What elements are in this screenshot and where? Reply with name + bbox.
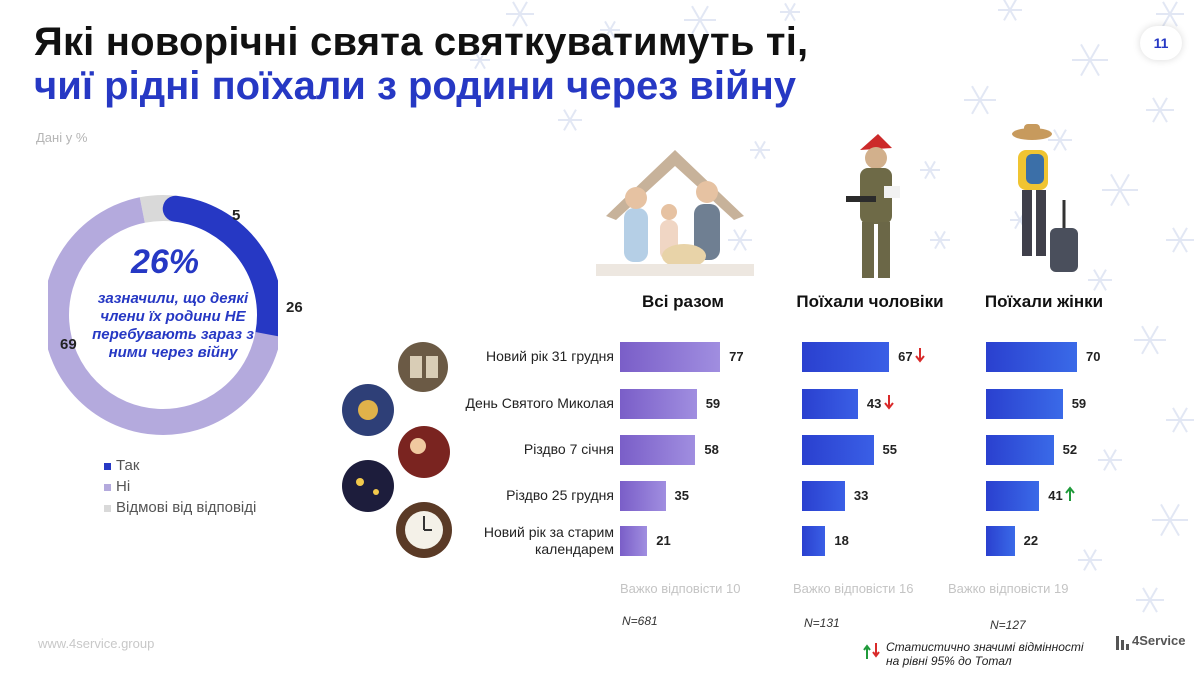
column-header-men-left: Поїхали чоловіки [796, 292, 944, 311]
calendar-image [398, 342, 448, 392]
soldier-photo [846, 134, 900, 278]
legend-label-no: Ні [116, 478, 131, 495]
category-label-old-new-year: Новий рік за старим календарем [483, 524, 614, 557]
donut-label-refused: 5 [232, 207, 241, 224]
holiday-images [342, 342, 452, 558]
page-title-line1: Які новорічні свята святкуватимуть ті, [34, 20, 809, 64]
legend-swatch-yes [104, 462, 111, 470]
hard-to-answer-total: Важко відповісти 10 [620, 581, 741, 596]
sample-size-women-left: N=127 [990, 618, 1026, 632]
donut-center-value: 26% [130, 243, 200, 281]
hard-to-answer-women-left: Важко відповісти 19 [948, 581, 1069, 596]
significance-note: Статистично значимі відмінності на рівні… [886, 640, 1084, 668]
donut-label-yes: 26 [286, 299, 303, 316]
sample-size-total: N=681 [622, 614, 658, 628]
donut-center-text: зазначили, що деякі члени їх родини НЕ п… [92, 290, 254, 361]
column-header-total: Всі разом [642, 292, 724, 311]
column-header-women-left: Поїхали жінки [984, 292, 1104, 311]
legend-label-refused: Відмові від відповіді [116, 499, 257, 516]
significance-arrows-icon [863, 643, 880, 659]
significance-note-line1: Статистично значимі відмінності [886, 640, 1084, 654]
category-label-christmas-jan7: Різдво 7 січня [523, 441, 614, 457]
family-photo [596, 150, 754, 276]
data-units-note: Дані у % [36, 130, 88, 145]
category-label-new-year: Новий рік 31 грудня [486, 348, 614, 364]
hard-to-answer-men-left: Важко відповісти 16 [793, 581, 914, 596]
legend-label-yes: Так [116, 457, 140, 474]
website-link[interactable]: www.4service.group [38, 636, 155, 651]
legend-swatch-refused [104, 504, 111, 512]
donut-chart [48, 195, 278, 435]
legend-item-no: Ні [104, 478, 130, 495]
sample-size-men-left: N=131 [804, 616, 840, 630]
brand-logo-icon [1116, 636, 1129, 650]
donut-label-no: 69 [60, 336, 77, 353]
category-label-st-nicholas: День Святого Миколая [465, 395, 614, 411]
page-title-line2: чиї рідні поїхали з родини через війну [34, 64, 796, 108]
page-number-badge: 11 [1140, 26, 1182, 60]
new-year-night-image [342, 460, 394, 512]
legend-item-yes: Так [104, 457, 139, 474]
legend-item-refused: Відмові від відповіді [104, 499, 256, 516]
significance-note-line2: на рівні 95% до Тотал [886, 654, 1012, 668]
christmas-family-image [398, 426, 450, 478]
woman-traveler-photo [1012, 124, 1078, 272]
donut-segment-yes [162, 195, 278, 348]
brand-name: 4Service [1132, 633, 1186, 648]
legend-swatch-no [104, 483, 111, 491]
category-label-christmas-dec25: Різдво 25 грудня [506, 487, 614, 503]
donut-segment-no [48, 197, 278, 435]
